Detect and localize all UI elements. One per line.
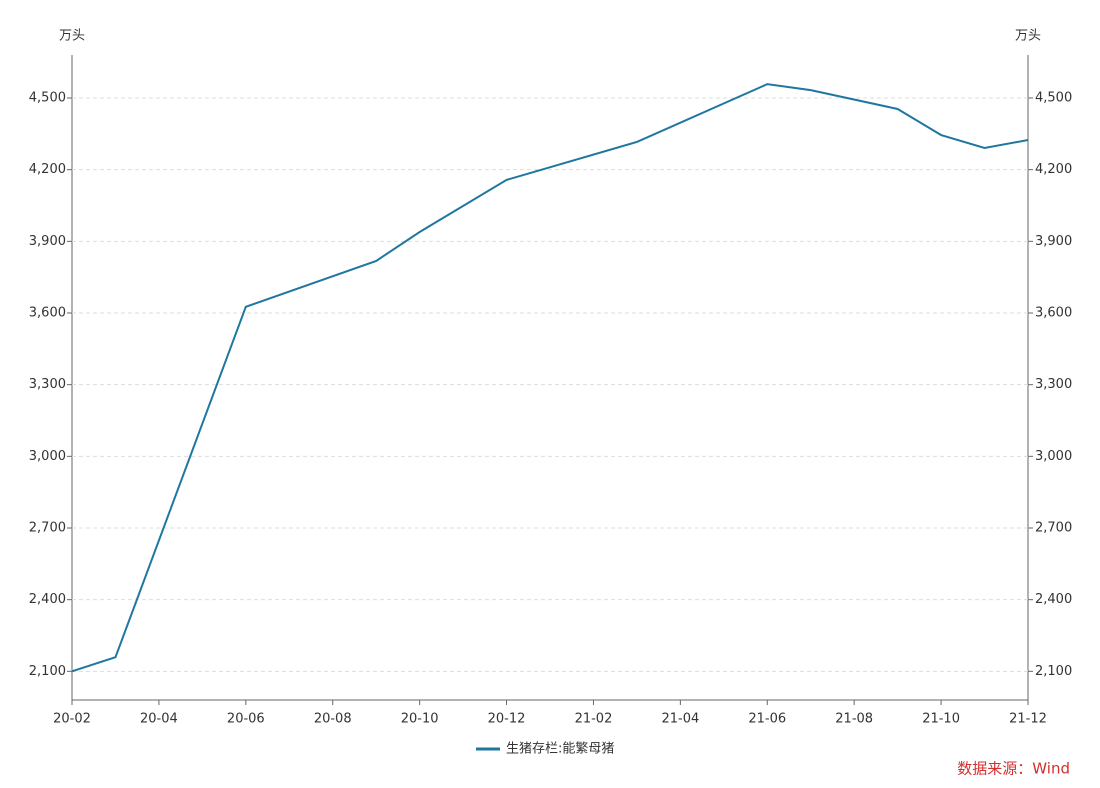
series-line (71, 83, 1029, 673)
x-tick-label: 21-02 (575, 712, 613, 727)
y-tick-label: 3,300 (29, 377, 66, 392)
x-tick-label: 21-04 (661, 712, 699, 727)
y-tick-label: 3,000 (29, 449, 66, 464)
x-tick-label: 20-10 (401, 712, 439, 727)
y-tick-label: 4,500 (29, 91, 66, 106)
x-tick-label: 20-04 (140, 712, 178, 727)
x-tick-label: 20-08 (314, 712, 352, 727)
x-tick-label: 21-12 (1009, 712, 1047, 727)
y-tick-label: 2,400 (29, 592, 66, 607)
x-tick-label: 20-02 (53, 712, 91, 727)
y-unit: 万头 (59, 29, 85, 44)
y2-tick-label: 2,400 (1035, 592, 1072, 607)
x-tick-label: 21-06 (748, 712, 786, 727)
y2-tick-label: 2,700 (1035, 521, 1072, 536)
source: 数据来源：Wind (957, 760, 1070, 778)
y-tick-label: 3,900 (29, 234, 66, 249)
y2-tick-label: 4,200 (1035, 162, 1072, 177)
y-tick-label: 2,700 (29, 521, 66, 536)
x-tick-label: 21-10 (922, 712, 960, 727)
y2-tick-label: 3,600 (1035, 306, 1072, 321)
y2-tick-label: 3,000 (1035, 449, 1072, 464)
y2-tick-label: 4,500 (1035, 91, 1072, 106)
x-tick-label: 20-06 (227, 712, 265, 727)
legend-label: 生猪存栏:能繁母猪 (506, 741, 614, 757)
y2-tick-label: 3,900 (1035, 234, 1072, 249)
x-tick-label: 20-12 (488, 712, 526, 727)
y-tick-label: 3,600 (29, 306, 66, 321)
y-tick-label: 4,200 (29, 162, 66, 177)
y2-tick-label: 2,100 (1035, 664, 1072, 679)
x-tick-label: 21-08 (835, 712, 873, 727)
y-tick-label: 2,100 (29, 664, 66, 679)
y2-unit: 万头 (1015, 29, 1041, 44)
y2-tick-label: 3,300 (1035, 377, 1072, 392)
